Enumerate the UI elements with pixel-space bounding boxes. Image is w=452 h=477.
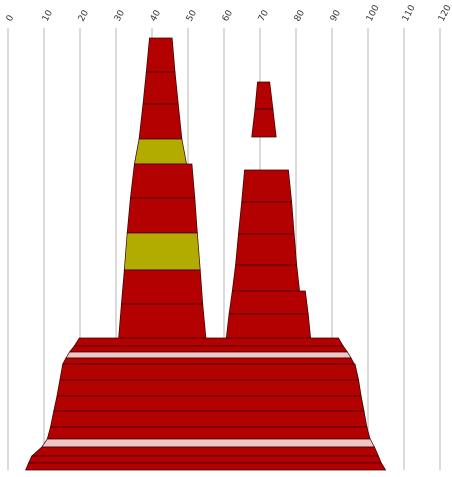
x-tick-labels: 0 10 20 30 40 50 60 70 80 90 100 110 120 bbox=[5, 3, 452, 23]
band-3-4 bbox=[62, 357, 355, 365]
band-3-5 bbox=[59, 363, 360, 381]
band-2-2 bbox=[251, 108, 277, 138]
shape-2 bbox=[225, 81, 312, 340]
band-2-7 bbox=[228, 290, 309, 315]
x-tick-label: 90 bbox=[329, 8, 343, 23]
band-2-1 bbox=[254, 81, 274, 110]
band-1-9 bbox=[118, 303, 207, 340]
band-1-3 bbox=[138, 103, 183, 140]
band-1-6 bbox=[126, 197, 198, 234]
band-3-2 bbox=[68, 345, 349, 353]
x-tick-label: 20 bbox=[77, 8, 91, 23]
x-tick-label: 70 bbox=[257, 8, 271, 23]
band-3-8 bbox=[50, 410, 368, 428]
x-tick-label: 40 bbox=[149, 8, 163, 23]
band-2-8 bbox=[225, 313, 312, 340]
band-1-8 bbox=[121, 269, 204, 305]
shape-3 bbox=[25, 337, 387, 471]
band-1-4 bbox=[133, 138, 187, 165]
x-tick-label: 30 bbox=[113, 8, 127, 23]
band-3-3 bbox=[65, 351, 352, 359]
band-1-7 bbox=[123, 232, 201, 271]
band-1-2 bbox=[142, 71, 179, 105]
band-3-10 bbox=[41, 438, 376, 448]
x-tick-label: 80 bbox=[293, 8, 307, 23]
band-3-13 bbox=[25, 462, 387, 471]
x-tick-label: 60 bbox=[221, 8, 235, 23]
band-3-6 bbox=[56, 379, 362, 397]
stacked-shapes bbox=[25, 37, 387, 471]
x-tick-label: 0 bbox=[5, 13, 17, 23]
band-1-1 bbox=[145, 37, 176, 73]
band-2-4 bbox=[238, 201, 295, 235]
x-tick-label: 110 bbox=[401, 3, 418, 23]
band-3-7 bbox=[53, 395, 365, 412]
x-tick-label: 50 bbox=[185, 8, 199, 23]
band-3-1 bbox=[73, 337, 344, 347]
shape-1 bbox=[118, 37, 207, 340]
band-1-5 bbox=[130, 163, 196, 199]
x-tick-label: 120 bbox=[437, 3, 452, 23]
x-tick-label: 100 bbox=[365, 3, 382, 23]
band-3-9 bbox=[46, 426, 371, 440]
band-3-12 bbox=[27, 455, 382, 464]
band-2-3 bbox=[241, 169, 293, 203]
band-2-6 bbox=[231, 264, 300, 292]
x-tick-label: 10 bbox=[41, 8, 55, 23]
band-3-11 bbox=[30, 446, 379, 457]
band-2-5 bbox=[235, 233, 298, 266]
